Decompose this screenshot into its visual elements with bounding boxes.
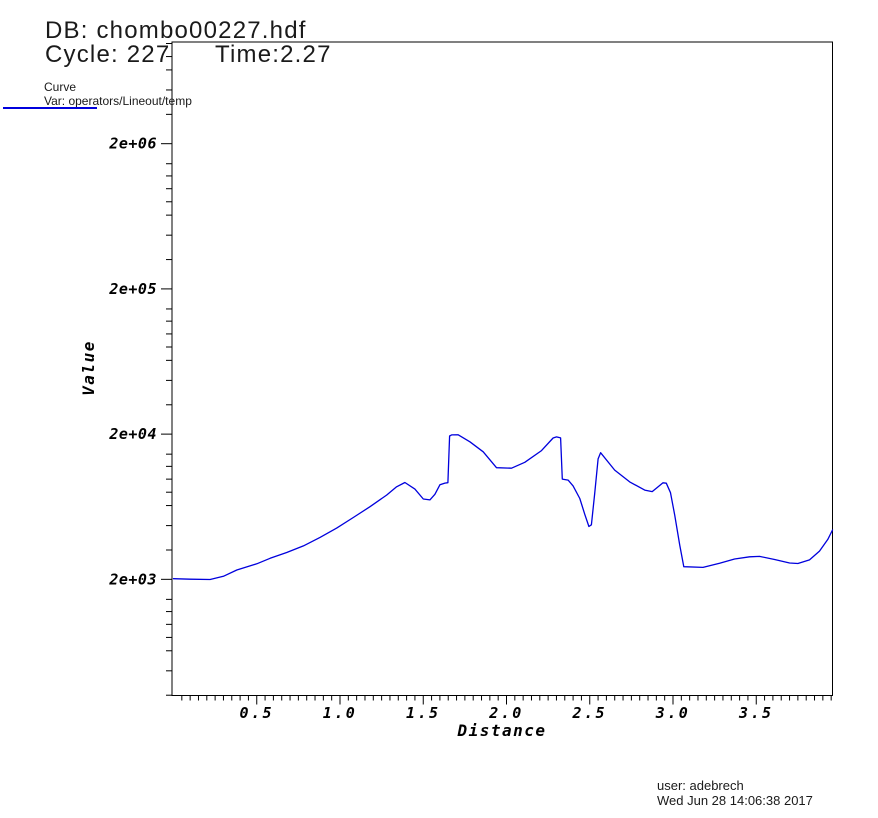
y-tick-label: 2e+03: [108, 570, 157, 588]
timestamp-label: Wed Jun 28 14:06:38 2017: [657, 792, 813, 808]
curve-line: [172, 434, 834, 581]
legend-variable: Var: operators/Lineout/temp: [44, 94, 192, 108]
legend-title: Curve: [44, 80, 77, 94]
time-label: Time:2.27: [215, 41, 332, 68]
user-label: user: adebrech: [657, 778, 744, 793]
y-tick-label: 2e+04: [108, 425, 157, 443]
x-tick-label: 2.5: [571, 704, 607, 722]
y-tick-label: 2e+06: [108, 135, 157, 153]
y-tick-label: 2e+05: [108, 280, 157, 298]
curve-color-swatch: [3, 107, 97, 109]
x-tick-label: 1.0: [323, 704, 358, 722]
cycle-label: Cycle: 227: [45, 41, 171, 68]
x-axis-title: Distance: [456, 721, 546, 740]
x-tick-label: 3.0: [655, 704, 691, 722]
session-info: user: adebrech Wed Jun 28 14:06:38 2017: [657, 778, 813, 808]
database-title: DB: chombo00227.hdf: [45, 17, 307, 44]
x-tick-label: 0.5: [239, 704, 274, 722]
plot-legend: Curve Var: operators/Lineout/temp: [44, 80, 192, 108]
plot-frame: [171, 41, 833, 696]
x-tick-label: 1.5: [406, 704, 441, 722]
x-tick-label: 2.0: [488, 704, 524, 722]
y-axis-title: Value: [79, 340, 98, 396]
x-tick-label: 3.5: [738, 704, 774, 722]
